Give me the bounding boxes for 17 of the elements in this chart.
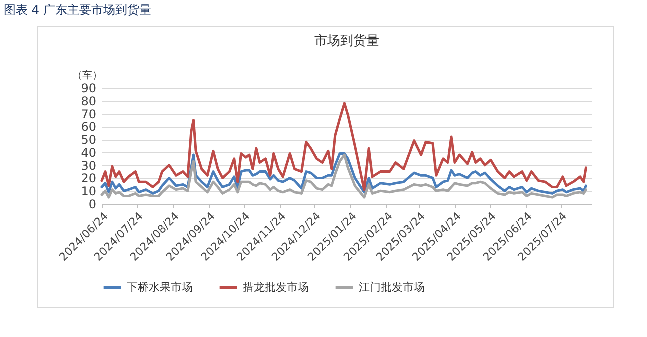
y-tick-label: 70 (81, 107, 96, 122)
y-tick-label: 20 (81, 172, 96, 186)
y-tick-label: 10 (81, 184, 96, 199)
chart-title: 图表 4 广东主要市场到货量 (4, 2, 152, 19)
y-axis-title: （车） (72, 70, 102, 82)
legend-label: 措龙批发市场 (243, 280, 309, 294)
legend-label: 下桥水果市场 (127, 280, 193, 294)
y-tick-label: 50 (81, 133, 96, 148)
chart-subtitle: 市场到货量 (314, 34, 380, 49)
y-tick-label: 40 (81, 146, 96, 160)
y-tick-label: 0 (88, 198, 96, 212)
y-tick-label: 90 (81, 82, 96, 96)
line-series (100, 102, 588, 192)
y-tick-label: 80 (81, 94, 96, 108)
y-tick-label: 60 (81, 120, 96, 134)
legend-label: 江门批发市场 (359, 280, 425, 294)
y-tick-label: 30 (81, 158, 96, 173)
